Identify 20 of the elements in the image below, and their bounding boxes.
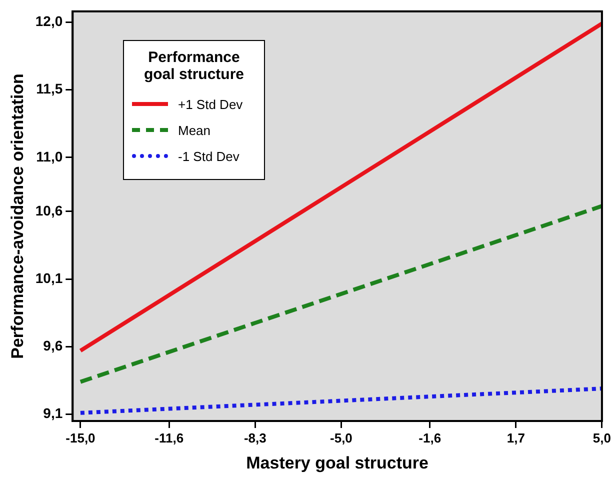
y-tick-label: 11,5 bbox=[36, 80, 63, 97]
y-tick-label: 9,6 bbox=[43, 338, 63, 354]
y-tick-label: 10,6 bbox=[35, 202, 63, 218]
x-tick-label: -1,6 bbox=[418, 430, 442, 446]
x-tick-label: 1,7 bbox=[506, 430, 525, 446]
y-axis-title: Performance-avoidance orientation bbox=[8, 74, 27, 359]
x-tick-label: -15,0 bbox=[66, 430, 96, 446]
legend-label: -1 Std Dev bbox=[178, 148, 240, 164]
legend-title: Performance goal structure bbox=[142, 49, 246, 83]
x-tick-label: -8,3 bbox=[244, 430, 266, 446]
legend-label: +1 Std Dev bbox=[178, 96, 243, 112]
legend-label: Mean bbox=[178, 122, 211, 138]
x-axis-title: Mastery goal structure bbox=[246, 453, 428, 472]
y-tick-label: 10,1 bbox=[35, 270, 63, 286]
y-tick-label: 12,0 bbox=[35, 13, 63, 30]
x-tick-label: -5,0 bbox=[330, 430, 352, 446]
x-tick-label: 5,0 bbox=[592, 430, 612, 446]
x-tick-label: -11,6 bbox=[154, 430, 184, 446]
y-tick-label: 9,1 bbox=[43, 405, 63, 422]
y-tick-label: 11,0 bbox=[36, 148, 63, 164]
